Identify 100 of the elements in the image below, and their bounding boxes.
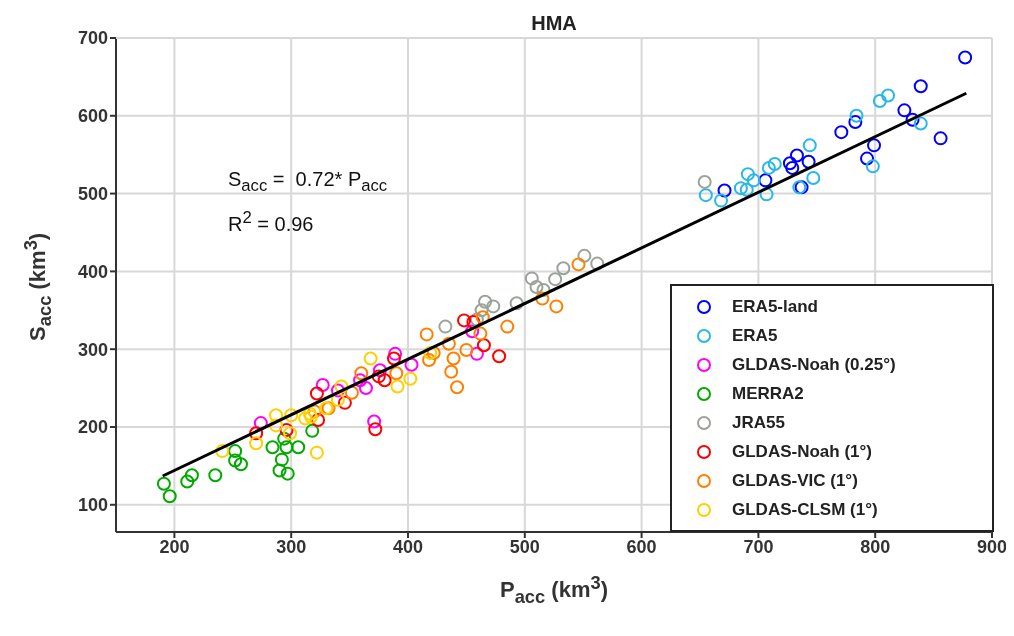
point xyxy=(363,351,378,366)
point xyxy=(389,366,404,381)
y-tick-label: 700 xyxy=(77,28,108,49)
point xyxy=(524,271,539,286)
point xyxy=(291,440,306,455)
legend-label: GLDAS-Noah (0.25°) xyxy=(732,354,896,375)
point xyxy=(450,380,465,395)
point xyxy=(438,319,453,334)
point xyxy=(698,188,713,203)
point xyxy=(785,160,800,175)
point xyxy=(509,296,524,311)
point xyxy=(441,336,456,351)
point xyxy=(277,431,292,446)
point xyxy=(388,346,403,361)
point xyxy=(208,468,223,483)
chart-title: HMA xyxy=(530,12,578,35)
point xyxy=(269,418,284,433)
point xyxy=(330,392,345,407)
point xyxy=(215,444,230,459)
point xyxy=(897,103,912,118)
legend-label: GLDAS-Noah (1°) xyxy=(732,441,872,462)
point xyxy=(933,131,948,146)
point xyxy=(761,160,776,175)
point xyxy=(228,444,243,459)
point xyxy=(315,377,330,392)
point xyxy=(233,457,248,472)
x-tick-label: 600 xyxy=(626,536,657,557)
legend-label: JRA55 xyxy=(732,412,785,433)
point xyxy=(759,187,774,202)
point xyxy=(265,440,280,455)
point xyxy=(849,108,864,123)
point xyxy=(801,154,816,169)
point xyxy=(782,156,797,171)
point xyxy=(740,167,755,182)
point xyxy=(459,342,474,357)
y-tick-label: 600 xyxy=(77,106,108,127)
point xyxy=(474,303,489,318)
point xyxy=(867,138,882,153)
point xyxy=(180,474,195,489)
point xyxy=(465,324,480,339)
point xyxy=(767,157,782,172)
point xyxy=(311,412,326,427)
point xyxy=(156,476,171,491)
point xyxy=(577,248,592,263)
point xyxy=(478,294,493,309)
point xyxy=(913,79,928,94)
point xyxy=(556,261,571,276)
point xyxy=(717,183,732,198)
point xyxy=(372,363,387,378)
point xyxy=(536,283,551,298)
point xyxy=(403,371,418,386)
point xyxy=(958,50,973,65)
point xyxy=(881,88,896,103)
point xyxy=(492,349,507,364)
point xyxy=(913,116,928,131)
point xyxy=(404,357,419,372)
point xyxy=(535,291,550,306)
annotation: R$^{2}$ = 0.96 xyxy=(228,208,314,236)
legend-label: ERA5 xyxy=(732,325,778,346)
point xyxy=(284,408,299,423)
y-tick-label: 300 xyxy=(77,339,108,360)
y-tick-label: 400 xyxy=(77,261,108,282)
x-axis-title: P$_{acc}$ (km$^{3}$) xyxy=(498,572,610,608)
point xyxy=(274,452,289,467)
point xyxy=(746,173,761,188)
point xyxy=(249,436,264,451)
point xyxy=(548,272,563,287)
point xyxy=(367,414,382,429)
point xyxy=(422,353,437,368)
point xyxy=(469,346,484,361)
point xyxy=(272,463,287,478)
point xyxy=(697,174,712,189)
point xyxy=(590,256,605,271)
point xyxy=(184,468,199,483)
point xyxy=(739,182,754,197)
point xyxy=(714,193,729,208)
x-tick-label: 300 xyxy=(276,536,307,557)
point xyxy=(377,373,392,388)
x-tick-label: 900 xyxy=(976,536,1008,557)
point xyxy=(309,445,324,460)
point xyxy=(162,489,177,504)
legend-label: GLDAS-VIC (1°) xyxy=(732,470,858,491)
point xyxy=(486,299,501,314)
legend-label: MERRA2 xyxy=(732,383,804,404)
point xyxy=(334,379,349,394)
point xyxy=(758,173,773,188)
point xyxy=(419,327,434,342)
x-tick-label: 400 xyxy=(392,536,424,557)
point xyxy=(280,466,295,481)
point xyxy=(307,404,322,419)
point xyxy=(390,379,405,394)
point xyxy=(444,364,459,379)
point xyxy=(476,338,491,353)
point xyxy=(330,383,345,398)
point xyxy=(848,115,863,130)
annotation: S$_{acc}$ = 0.72* P$_{acc}$ xyxy=(228,168,388,196)
point xyxy=(500,319,515,334)
point xyxy=(305,423,320,438)
point xyxy=(473,326,488,341)
point xyxy=(368,422,383,437)
